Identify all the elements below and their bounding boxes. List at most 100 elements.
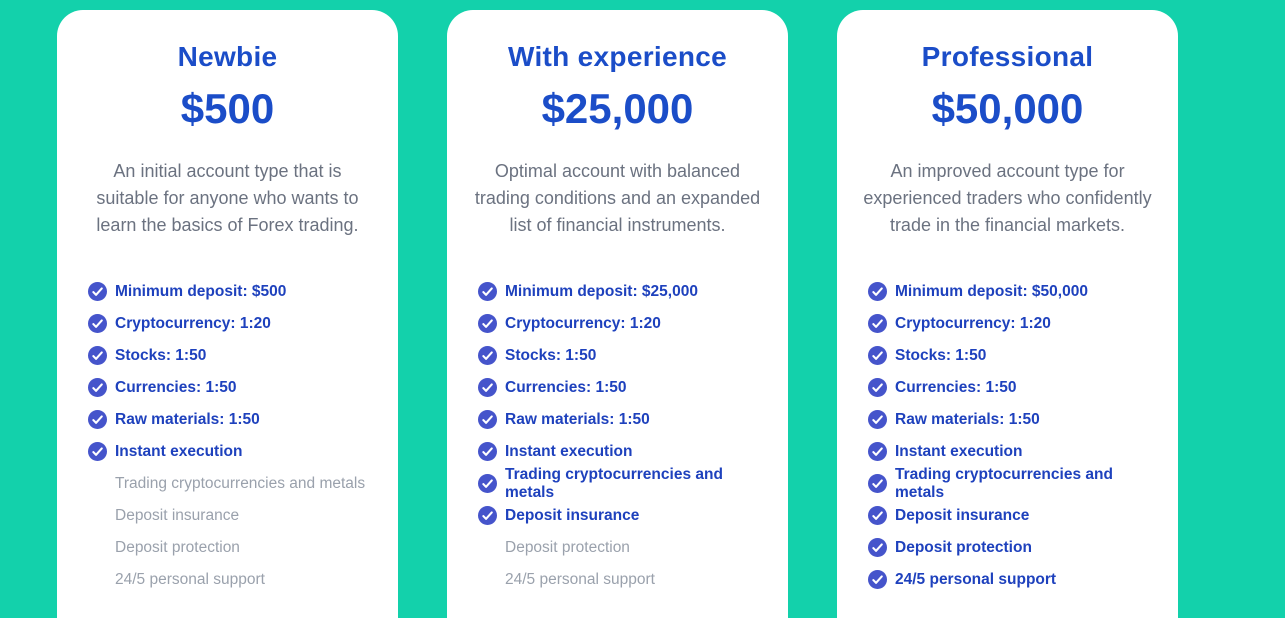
feature-label: Deposit insurance	[505, 506, 640, 524]
check-circle-icon	[478, 442, 497, 461]
feature-item: Trading cryptocurrencies and metals	[478, 466, 772, 501]
feature-item: Cryptocurrency: 1:20	[478, 314, 772, 333]
check-circle-icon	[868, 314, 887, 333]
feature-label: Trading cryptocurrencies and metals	[115, 474, 366, 492]
card-price: $25,000	[541, 85, 694, 132]
card-description: An initial account type that is suitable…	[96, 161, 359, 235]
feature-item: Raw materials: 1:50	[478, 410, 772, 429]
check-circle-icon	[868, 378, 887, 397]
check-circle-icon	[88, 346, 107, 365]
check-circle-icon	[478, 282, 497, 301]
check-circle-icon	[868, 474, 887, 493]
feature-item: Stocks: 1:50	[478, 346, 772, 365]
feature-label: Cryptocurrency: 1:20	[115, 314, 271, 332]
feature-label: Deposit insurance	[115, 506, 240, 524]
feature-label: Stocks: 1:50	[115, 346, 207, 364]
feature-item: Deposit insurance	[478, 506, 772, 525]
check-circle-icon	[868, 442, 887, 461]
pricing-card-with-experience: With experience $25,000 Optimal account …	[447, 10, 788, 618]
feature-label: 24/5 personal support	[115, 570, 265, 588]
check-circle-icon	[868, 506, 887, 525]
feature-label: Deposit protection	[505, 538, 630, 556]
feature-item: Cryptocurrency: 1:20	[868, 314, 1162, 333]
feature-label: Trading cryptocurrencies and metals	[895, 465, 1113, 501]
feature-item: Deposit insurance	[868, 506, 1162, 525]
feature-item: 24/5 personal support	[88, 570, 382, 589]
feature-label: Currencies: 1:50	[505, 378, 627, 396]
pricing-card-newbie: Newbie $500 An initial account type that…	[57, 10, 398, 618]
card-price: $50,000	[931, 85, 1084, 132]
feature-label: Raw materials: 1:50	[505, 410, 650, 428]
feature-item: Cryptocurrency: 1:20	[88, 314, 382, 333]
feature-label: Stocks: 1:50	[895, 346, 987, 364]
check-circle-icon	[478, 506, 497, 525]
check-circle-icon	[868, 346, 887, 365]
feature-label: Currencies: 1:50	[115, 378, 237, 396]
card-price: $500	[180, 85, 275, 132]
feature-item: Stocks: 1:50	[868, 346, 1162, 365]
feature-item: Trading cryptocurrencies and metals	[88, 474, 382, 493]
check-circle-icon	[478, 346, 497, 365]
feature-item: Currencies: 1:50	[88, 378, 382, 397]
feature-label: Stocks: 1:50	[505, 346, 597, 364]
feature-item: Minimum deposit: $25,000	[478, 282, 772, 301]
feature-item: Trading cryptocurrencies and metals	[868, 466, 1162, 501]
check-circle-icon	[868, 410, 887, 429]
check-circle-icon	[88, 282, 107, 301]
check-circle-icon	[478, 378, 497, 397]
pricing-card-professional: Professional $50,000 An improved account…	[837, 10, 1178, 618]
check-circle-icon	[478, 474, 497, 493]
feature-label: Trading cryptocurrencies and metals	[505, 465, 723, 501]
check-circle-icon	[478, 314, 497, 333]
feature-item: Stocks: 1:50	[88, 346, 382, 365]
feature-label: Deposit protection	[895, 538, 1032, 556]
feature-list: Minimum deposit: $50,000 Cryptocurrency:…	[868, 282, 1162, 602]
feature-item: Minimum deposit: $500	[88, 282, 382, 301]
feature-label: Raw materials: 1:50	[115, 410, 260, 428]
feature-item: Instant execution	[868, 442, 1162, 461]
check-circle-icon	[88, 378, 107, 397]
feature-label: Instant execution	[505, 442, 633, 460]
feature-item: Raw materials: 1:50	[88, 410, 382, 429]
check-circle-icon	[478, 410, 497, 429]
feature-item: Minimum deposit: $50,000	[868, 282, 1162, 301]
card-description: Optimal account with balanced trading co…	[474, 161, 761, 235]
feature-item: 24/5 personal support	[868, 570, 1162, 589]
check-circle-icon	[88, 314, 107, 333]
feature-item: Currencies: 1:50	[868, 378, 1162, 397]
feature-label: Minimum deposit: $25,000	[505, 282, 698, 300]
feature-label: Deposit protection	[115, 538, 240, 556]
feature-label: 24/5 personal support	[505, 570, 655, 588]
feature-item: Instant execution	[478, 442, 772, 461]
check-circle-icon	[88, 410, 107, 429]
check-circle-icon	[868, 570, 887, 589]
feature-list: Minimum deposit: $500 Cryptocurrency: 1:…	[88, 282, 382, 602]
feature-label: Currencies: 1:50	[895, 378, 1017, 396]
feature-label: Raw materials: 1:50	[895, 410, 1040, 428]
feature-item: Instant execution	[88, 442, 382, 461]
feature-label: Instant execution	[115, 442, 243, 460]
feature-item: Deposit protection	[88, 538, 382, 557]
feature-item: Deposit protection	[868, 538, 1162, 557]
check-circle-icon	[88, 442, 107, 461]
feature-label: Cryptocurrency: 1:20	[505, 314, 661, 332]
feature-item: Currencies: 1:50	[478, 378, 772, 397]
card-description: An improved account type for experienced…	[863, 161, 1152, 235]
check-circle-icon	[868, 282, 887, 301]
card-title: Newbie	[177, 41, 278, 72]
feature-label: Instant execution	[895, 442, 1023, 460]
feature-label: Deposit insurance	[895, 506, 1030, 524]
feature-item: Deposit insurance	[88, 506, 382, 525]
card-title: Professional	[921, 41, 1094, 72]
card-title: With experience	[508, 41, 727, 72]
feature-label: Minimum deposit: $500	[115, 282, 287, 300]
feature-item: Deposit protection	[478, 538, 772, 557]
feature-item: 24/5 personal support	[478, 570, 772, 589]
feature-item: Raw materials: 1:50	[868, 410, 1162, 429]
feature-label: Cryptocurrency: 1:20	[895, 314, 1051, 332]
feature-list: Minimum deposit: $25,000 Cryptocurrency:…	[478, 282, 772, 602]
feature-label: Minimum deposit: $50,000	[895, 282, 1088, 300]
check-circle-icon	[868, 538, 887, 557]
feature-label: 24/5 personal support	[895, 570, 1057, 588]
